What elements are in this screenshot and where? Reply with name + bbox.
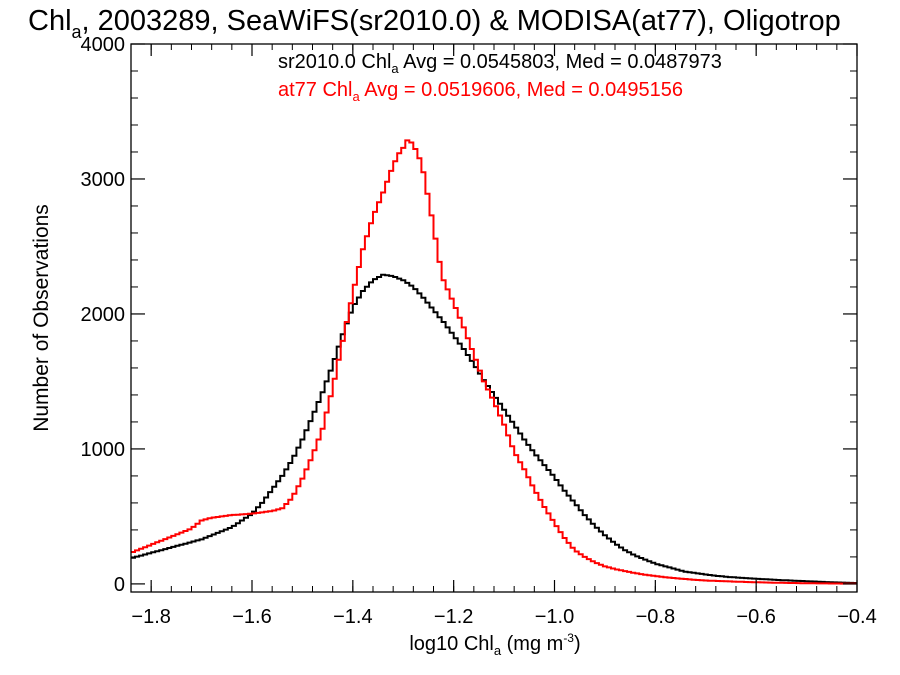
chart-title-chl: Chl [28,5,72,37]
legend-entry-at77-prefix: at77 Chl [278,79,353,101]
legend-entry-at77-subscript: a [353,89,361,104]
chart-title-rest: , 2003289, SeaWiFS(sr2010.0) & MODISA(at… [82,5,841,37]
chart-title-subscript: a [72,22,83,42]
series-line-0 [131,273,857,584]
plot-frame [130,43,858,593]
x-tick-label: −1.2 [434,606,473,628]
legend: sr2010.0 Chla Avg = 0.0545803, Med = 0.0… [278,51,722,104]
y-tick-label: 4000 [81,34,126,56]
x-tick-label: −1.6 [232,606,271,628]
legend-entry-sr2010-subscript: a [391,61,399,76]
series-layer [131,139,857,585]
legend-entry-at77-stats: Avg = 0.0519606, Med = 0.0495156 [360,79,683,101]
legend-entry-sr2010-prefix: sr2010.0 Chl [278,51,391,73]
x-tick-label: −1.0 [535,606,574,628]
y-axis: 0 1000 2000 3000 4000 [81,34,857,596]
x-axis-label-suffix: ) [574,633,581,655]
x-axis-label-prefix: log10 Chl [409,633,494,655]
x-axis-label-units: (mg m [501,633,563,655]
y-axis-label: Number of Observations [30,204,53,432]
y-tick-label: 0 [114,574,125,596]
chart-title: Chla, 2003289, SeaWiFS(sr2010.0) & MODIS… [28,5,841,42]
x-tick-label: −0.6 [736,606,775,628]
x-axis-label: log10 Chla (mg m-3) [409,631,580,658]
y-tick-label: 3000 [81,169,126,191]
x-tick-label: −0.4 [837,606,876,628]
y-tick-label: 2000 [81,304,126,326]
x-tick-label: −1.4 [333,606,372,628]
x-axis-label-superscript: -3 [563,631,574,645]
x-tick-label: −0.8 [636,606,675,628]
legend-entry-sr2010: sr2010.0 Chla Avg = 0.0545803, Med = 0.0… [278,51,722,76]
x-tick-label: −1.8 [131,606,170,628]
series-line-1 [131,139,857,585]
x-axis: −1.8 −1.6 −1.4 −1.2 −1.0 −0.8 −0.6 −0.4 [131,44,877,628]
x-axis-label-subscript: a [494,643,502,658]
legend-entry-at77: at77 Chla Avg = 0.0519606, Med = 0.04951… [278,79,683,104]
legend-entry-sr2010-stats: Avg = 0.0545803, Med = 0.0487973 [399,51,722,73]
y-tick-label: 1000 [81,439,126,461]
